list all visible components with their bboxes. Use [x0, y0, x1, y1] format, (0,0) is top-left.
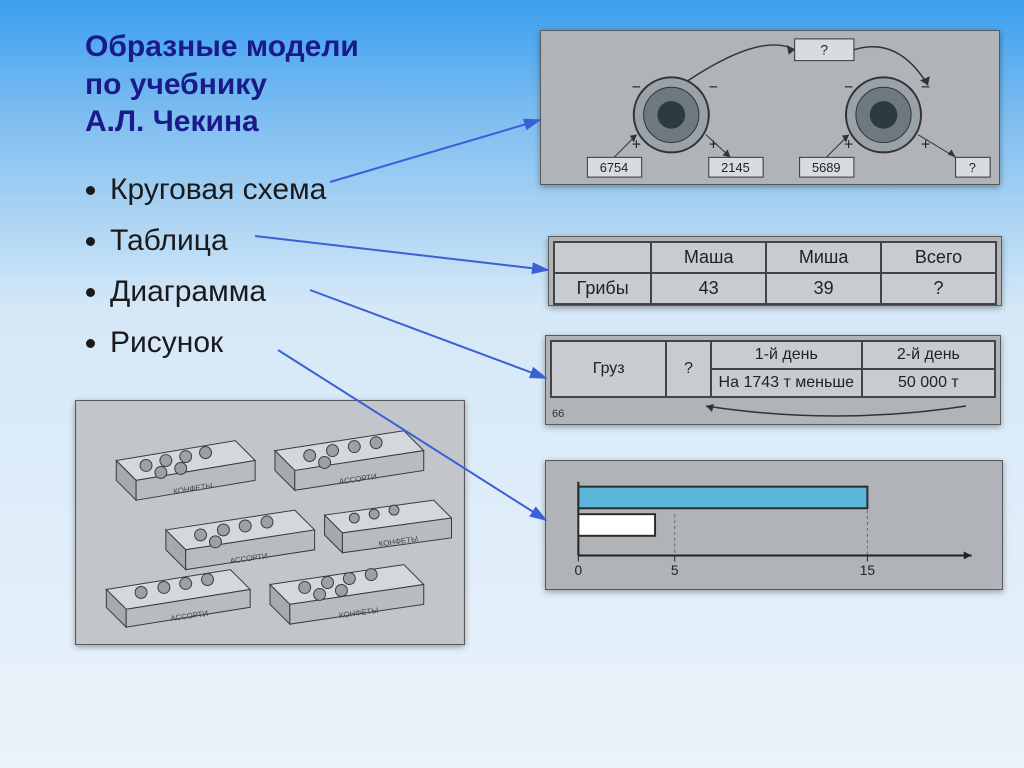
table2-panel: Груз ? 1-й день 2-й день На 1743 т меньш… [545, 335, 1001, 425]
svg-text:5: 5 [671, 563, 679, 578]
arrow-line [310, 290, 546, 378]
svg-text:−: − [709, 79, 718, 96]
table1: Маша Миша Всего Грибы 43 39 ? [553, 241, 997, 305]
circular-scheme-svg: ? − + − + − + − + 6754 2145 5689 [541, 31, 999, 184]
bar-1 [578, 487, 867, 509]
title-line-3: А.Л. Чекина [85, 103, 359, 141]
table-cell: Грибы [554, 273, 651, 304]
table-cell: Всего [881, 242, 996, 273]
svg-text:0: 0 [575, 563, 583, 578]
bar-chart-panel: 0 5 15 [545, 460, 1003, 590]
slide-title: Образные модели по учебнику А.Л. Чекина [85, 28, 359, 141]
table-cell: 39 [766, 273, 881, 304]
svg-text:15: 15 [860, 563, 876, 578]
table-cell [554, 242, 651, 273]
svg-text:?: ? [820, 42, 828, 58]
table-cell: 43 [651, 273, 766, 304]
table-row: Грибы 43 39 ? [554, 273, 996, 304]
title-line-1: Образные модели [85, 28, 359, 66]
table-cell: На 1743 т меньше [711, 369, 862, 397]
table-row: Маша Миша Всего [554, 242, 996, 273]
table-row: Груз ? 1-й день 2-й день [551, 341, 995, 369]
table1-panel: Маша Миша Всего Грибы 43 39 ? [548, 236, 1002, 306]
page-number: 66 [552, 408, 564, 420]
drawing-panel: КОНФЕТЫ АССОРТИ АССОРТИ [75, 400, 465, 645]
table-cell: 2-й день [862, 341, 995, 369]
bullet-item: Круговая схема [110, 164, 326, 215]
table2-arc [696, 404, 976, 422]
svg-text:−: − [844, 79, 853, 96]
bullet-item: Рисунок [110, 317, 326, 368]
table-cell: ? [666, 341, 710, 397]
bar-chart-svg: 0 5 15 [556, 467, 992, 583]
svg-text:2145: 2145 [721, 160, 750, 175]
table-cell: Груз [551, 341, 666, 397]
bullet-item: Таблица [110, 215, 326, 266]
svg-text:?: ? [969, 160, 976, 175]
svg-text:6754: 6754 [600, 160, 629, 175]
table-cell: Миша [766, 242, 881, 273]
arrow-line [330, 120, 540, 182]
candy-boxes-svg: КОНФЕТЫ АССОРТИ АССОРТИ [76, 401, 464, 644]
svg-text:−: − [921, 79, 930, 96]
svg-text:−: − [632, 79, 641, 96]
table-cell: 1-й день [711, 341, 862, 369]
table-cell: Маша [651, 242, 766, 273]
circular-scheme-panel: ? − + − + − + − + 6754 2145 5689 [540, 30, 1000, 185]
bullet-item: Диаграмма [110, 266, 326, 317]
table-cell: ? [881, 273, 996, 304]
bullet-list: Круговая схема Таблица Диаграмма Рисунок [80, 164, 326, 368]
table-cell: 50 000 т [862, 369, 995, 397]
svg-text:5689: 5689 [812, 160, 841, 175]
table2: Груз ? 1-й день 2-й день На 1743 т меньш… [550, 340, 996, 398]
title-line-2: по учебнику [85, 66, 359, 104]
bar-2 [578, 514, 655, 536]
